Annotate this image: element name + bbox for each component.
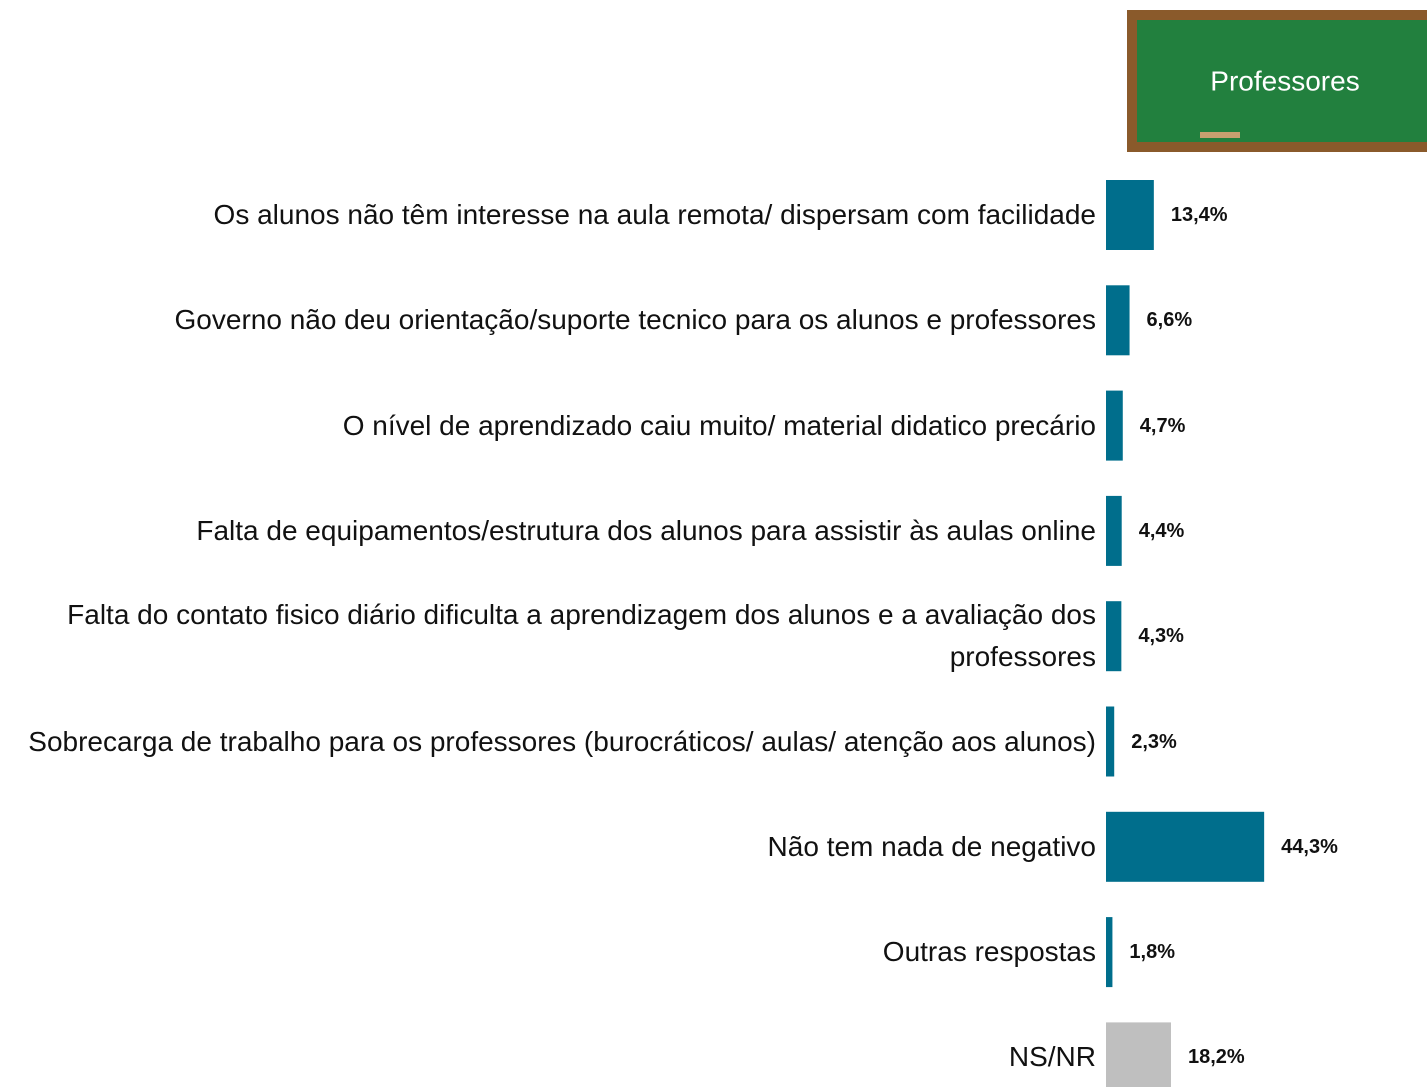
board-eraser xyxy=(1200,132,1240,138)
bar xyxy=(1106,601,1122,672)
category-label: Os alunos não têm interesse na aula remo… xyxy=(213,199,1096,230)
board xyxy=(1137,20,1427,142)
bar xyxy=(1106,285,1130,356)
category-label: Não tem nada de negativo xyxy=(767,830,1096,862)
category-label: Sobrecarga de trabalho para os professor… xyxy=(28,725,1096,757)
value-label: 6,6% xyxy=(1146,309,1193,332)
bar xyxy=(1106,811,1265,882)
bar xyxy=(1106,495,1122,566)
bar xyxy=(1106,706,1115,777)
value-label: 13,4% xyxy=(1170,204,1228,226)
category-label: Falta do contato fisico diário dificulta… xyxy=(67,599,1096,673)
value-label: 1,8% xyxy=(1129,941,1176,964)
value-label: 4,4% xyxy=(1138,519,1185,542)
value-label: 44,3% xyxy=(1281,835,1338,858)
category-label: NS/NR xyxy=(1008,1041,1096,1073)
value-label: 4,3% xyxy=(1138,625,1184,648)
value-label: 4,7% xyxy=(1139,414,1186,437)
value-label: 18,2% xyxy=(1187,1046,1245,1069)
bar xyxy=(1106,1022,1171,1087)
bar xyxy=(1106,180,1154,250)
bar xyxy=(1106,917,1113,988)
chart-title: Professores xyxy=(1210,65,1359,96)
bar xyxy=(1106,390,1123,461)
category-label: Outras respostas xyxy=(882,936,1096,968)
category-label: Governo não deu orientação/suporte tecni… xyxy=(174,304,1096,336)
category-label: O nível de aprendizado caiu muito/ mater… xyxy=(342,409,1096,441)
value-label: 2,3% xyxy=(1131,730,1177,753)
category-label: Falta de equipamentos/estrutura dos alun… xyxy=(196,514,1096,546)
